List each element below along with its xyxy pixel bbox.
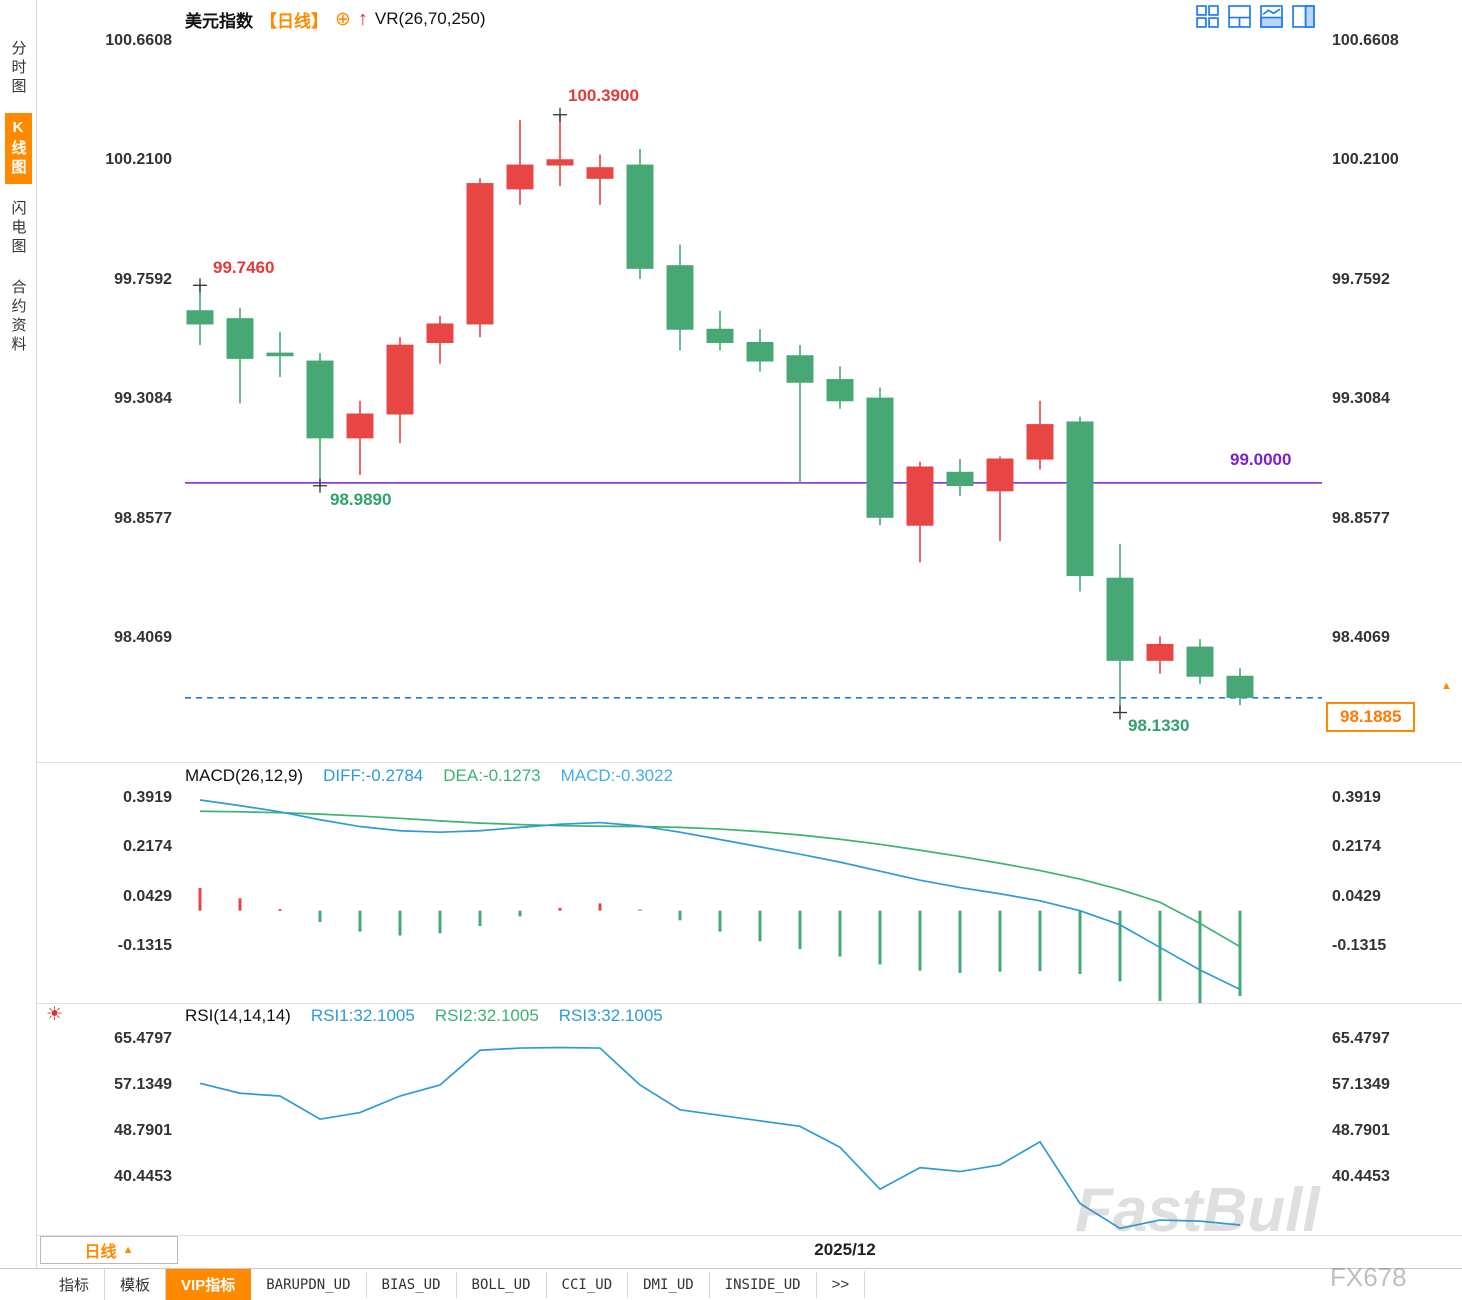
sidebar-item-candle-chart[interactable]: K线图 xyxy=(4,113,32,184)
y-axis-label: 98.4069 xyxy=(1332,628,1390,646)
y-axis-label: 40.4453 xyxy=(1332,1167,1390,1185)
rsi-header: RSI(14,14,14) RSI1:32.1005 RSI2:32.1005 … xyxy=(185,1006,663,1026)
y-axis-label: 99.7592 xyxy=(1332,270,1390,288)
macd-hist-value: MACD:-0.3022 xyxy=(560,766,674,785)
add-indicator-icon[interactable]: ⊕ xyxy=(335,8,351,30)
panel-separator xyxy=(37,762,1462,763)
side-panel-icon[interactable] xyxy=(1292,5,1315,28)
y-axis-label: 57.1349 xyxy=(114,1075,172,1093)
macd-diff-value: DIFF:-0.2784 xyxy=(323,766,424,785)
bottom-tab-cci-ud[interactable]: CCI_UD xyxy=(547,1271,629,1298)
y-axis-label: 100.2100 xyxy=(105,151,172,169)
y-axis-label: 100.6608 xyxy=(1332,32,1399,49)
symbol-title: 美元指数 xyxy=(185,11,253,31)
bottom-tab-indicators[interactable]: 指标 xyxy=(44,1269,106,1300)
y-axis-label: 100.2100 xyxy=(1332,151,1399,169)
candlestick-plot[interactable] xyxy=(185,35,1322,762)
vr-up-arrow-icon: ↑ xyxy=(357,8,368,30)
bottom-tab-templates[interactable]: 模板 xyxy=(105,1269,167,1300)
horizontal-line-label[interactable]: 99.0000 xyxy=(1230,450,1292,469)
rsi3-value: RSI3:32.1005 xyxy=(558,1006,663,1025)
bottom-tab-dmi-ud[interactable]: DMI_UD xyxy=(628,1271,710,1298)
rsi-title[interactable]: RSI(14,14,14) xyxy=(185,1006,291,1025)
bottom-tab-barupdn-ud[interactable]: BARUPDN_UD xyxy=(251,1271,367,1298)
indicator-tab-bar: 指标 模板 VIP指标 BARUPDN_UD BIAS_UD BOLL_UD CCI_UD D… xyxy=(0,1268,1462,1300)
y-axis-label: 98.8577 xyxy=(1332,509,1390,527)
y-axis-label: 99.3084 xyxy=(114,390,172,408)
y-axis-label: 40.4453 xyxy=(114,1167,172,1185)
swing-high-annotation: 100.3900 xyxy=(568,86,639,105)
bottom-tab-bias-ud[interactable]: BIAS_UD xyxy=(367,1271,457,1298)
active-chart-icon[interactable] xyxy=(1260,5,1283,28)
panel-separator xyxy=(37,1003,1462,1004)
y-axis-label: 99.7592 xyxy=(114,270,172,288)
chart-header: 美元指数 【日线】 ⊕ ↑ VR(26,70,250) xyxy=(185,4,486,34)
y-axis-label: 0.0429 xyxy=(1332,887,1381,905)
left-sidebar: 分时图 K线图闪电图合约资料 xyxy=(0,0,37,1300)
rsi2-value: RSI2:32.1005 xyxy=(434,1006,539,1025)
swing-low-annotation: 98.1330 xyxy=(1128,716,1190,735)
rsi-plot[interactable] xyxy=(185,1030,1322,1235)
panel-separator xyxy=(37,1235,1462,1236)
macd-header: MACD(26,12,9) DIFF:-0.2784 DEA:-0.1273 M… xyxy=(185,766,673,786)
y-axis-label: 57.1349 xyxy=(1332,1075,1390,1093)
y-axis-label: 99.3084 xyxy=(1332,390,1390,408)
period-selector-arrow-icon: ▲ xyxy=(122,1244,134,1256)
bottom-tab-inside-ud[interactable]: INSIDE_UD xyxy=(710,1271,817,1298)
y-axis-label: 100.6608 xyxy=(105,32,172,49)
swing-high-annotation: 99.7460 xyxy=(213,258,275,277)
y-axis-label: 98.8577 xyxy=(114,509,172,527)
indicator-sun-icon[interactable]: ☀ xyxy=(46,1004,64,1025)
macd-dea-value: DEA:-0.1273 xyxy=(443,766,541,785)
period-tag[interactable]: 【日线】 xyxy=(260,11,328,31)
rsi1-value: RSI1:32.1005 xyxy=(310,1006,415,1025)
y-axis-label: -0.1315 xyxy=(117,936,172,954)
y-axis-label: 65.4797 xyxy=(1332,1030,1390,1047)
y-axis-label: 48.7901 xyxy=(114,1121,172,1139)
y-axis-label: 0.2174 xyxy=(1332,838,1381,856)
bottom-tab-boll-ud[interactable]: BOLL_UD xyxy=(457,1271,547,1298)
y-axis-label: 0.3919 xyxy=(123,789,172,806)
bottom-tab-vip-indicators[interactable]: VIP指标 xyxy=(166,1269,252,1300)
swing-low-annotation: 98.9890 xyxy=(330,490,392,509)
layout-toolbar xyxy=(1196,5,1315,28)
period-selector-label: 日线 xyxy=(84,1244,117,1261)
y-axis-label: 65.4797 xyxy=(114,1030,172,1047)
period-selector[interactable]: 日线 ▲ xyxy=(40,1236,178,1264)
bottom-tab-more[interactable]: >> xyxy=(817,1271,866,1298)
y-axis-label: 0.3919 xyxy=(1332,789,1381,806)
last-price-box: 98.1885 xyxy=(1326,702,1416,732)
price-up-arrow-icon: ▲ xyxy=(1441,680,1452,692)
sidebar-item-contract-info[interactable]: 合约资料 xyxy=(9,279,27,355)
multi-panel-icon[interactable] xyxy=(1228,5,1251,28)
macd-plot[interactable] xyxy=(185,790,1322,1008)
y-axis-label: 98.4069 xyxy=(114,628,172,646)
sidebar-item-time-chart[interactable]: 分时图 xyxy=(9,40,27,97)
y-axis-label: 0.0429 xyxy=(123,887,172,905)
grid-layout-icon[interactable] xyxy=(1196,5,1219,28)
y-axis-label: 0.2174 xyxy=(123,838,172,856)
vr-indicator-label[interactable]: VR(26,70,250) xyxy=(374,9,486,28)
macd-title[interactable]: MACD(26,12,9) xyxy=(185,766,304,785)
sidebar-item-lightning-chart[interactable]: 闪电图 xyxy=(9,200,27,257)
x-axis-date-label: 2025/12 xyxy=(814,1240,876,1259)
y-axis-label: 48.7901 xyxy=(1332,1121,1390,1139)
sidebar-items: 分时图 K线图闪电图合约资料 xyxy=(4,24,32,371)
y-axis-label: -0.1315 xyxy=(1332,936,1387,954)
